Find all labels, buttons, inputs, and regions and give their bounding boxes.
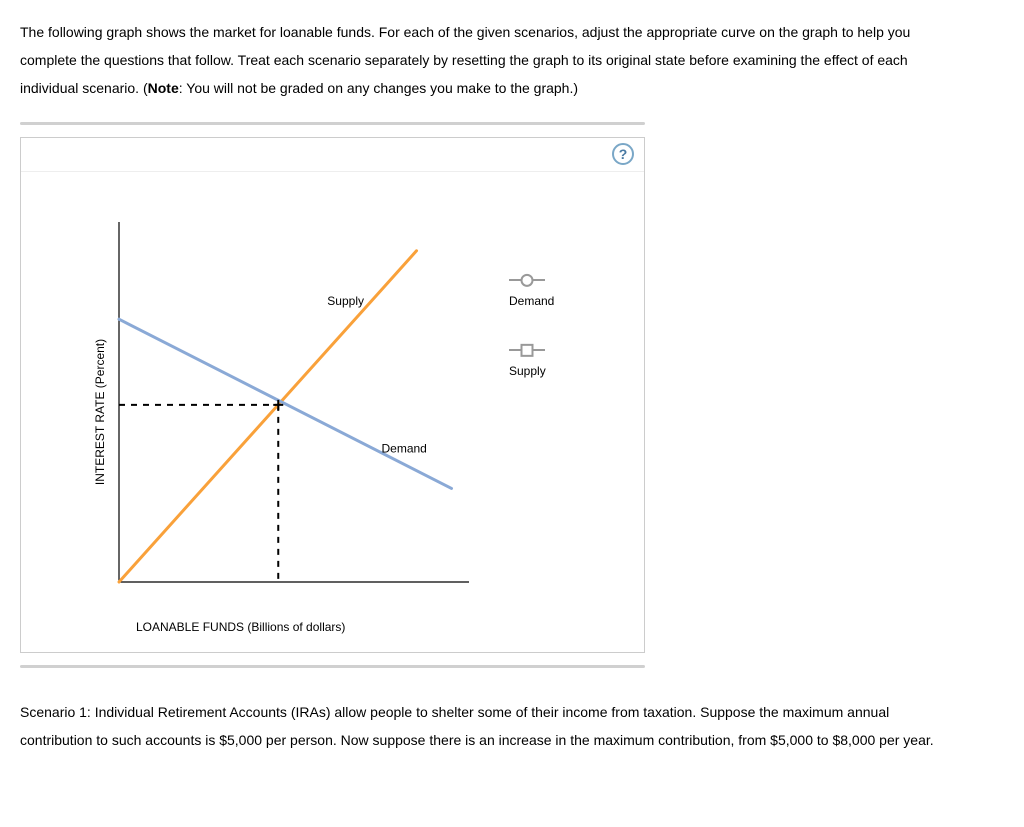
help-button[interactable]: ? [612, 143, 634, 165]
supply-inline-label: Supply [327, 294, 364, 308]
x-axis-label: LOANABLE FUNDS (Billions of dollars) [136, 620, 345, 634]
scenario-text: Scenario 1: Individual Retirement Accoun… [20, 698, 1004, 754]
top-divider [20, 122, 645, 125]
instructions-note-label: Note [148, 80, 179, 96]
instructions-line-3b: : You will not be graded on any changes … [179, 80, 578, 96]
demand-curve[interactable] [119, 319, 452, 488]
supply-demand-chart[interactable]: Supply Demand [49, 182, 629, 612]
legend-supply-label: Supply [509, 364, 546, 378]
chart-panel-header: ? [21, 138, 644, 172]
help-icon: ? [619, 146, 628, 162]
legend-demand[interactable]: Demand [509, 272, 554, 308]
demand-inline-label: Demand [382, 441, 427, 455]
legend-demand-label: Demand [509, 294, 554, 308]
legend-demand-marker [509, 279, 545, 281]
chart-body: INTEREST RATE (Percent) SupplyDemand LOA… [21, 172, 644, 652]
instructions-line-2: complete the questions that follow. Trea… [20, 52, 908, 68]
legend-supply-marker [509, 349, 545, 351]
instructions-line-3a: individual scenario. ( [20, 80, 148, 96]
instructions-text: The following graph shows the market for… [20, 18, 1004, 102]
scenario-line-2: contribution to such accounts is $5,000 … [20, 732, 934, 748]
supply-curve[interactable] [119, 251, 417, 582]
legend-supply[interactable]: Supply [509, 342, 546, 378]
scenario-line-1: Scenario 1: Individual Retirement Accoun… [20, 704, 889, 720]
chart-panel: ? INTEREST RATE (Percent) SupplyDemand L… [20, 137, 645, 653]
instructions-line-1: The following graph shows the market for… [20, 24, 910, 40]
bottom-divider [20, 665, 645, 668]
